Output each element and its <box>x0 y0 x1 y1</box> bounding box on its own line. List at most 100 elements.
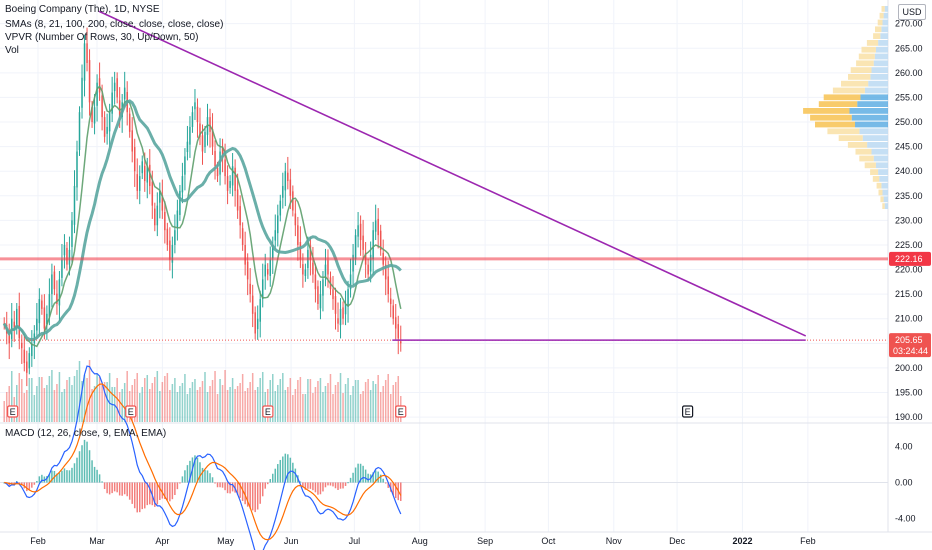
time-tick-label: May <box>217 536 235 546</box>
candle-body <box>397 324 400 339</box>
vp-row-up <box>818 101 858 107</box>
macd-histogram-bar <box>88 450 91 483</box>
candle-body <box>63 244 66 256</box>
vp-row-up <box>880 196 884 203</box>
candle-body <box>56 293 58 304</box>
volume-bar <box>191 382 194 422</box>
candle-body <box>21 342 23 349</box>
earnings-marker[interactable]: E <box>125 405 137 418</box>
macd-histogram-bar <box>294 468 297 483</box>
volume-bar <box>216 394 219 422</box>
volume-bar <box>133 379 136 422</box>
candle-body <box>171 244 174 263</box>
earnings-marker-label: E <box>265 407 271 417</box>
macd-histogram-bar <box>344 482 347 486</box>
candle-body <box>159 190 161 203</box>
vp-row-up <box>859 155 874 162</box>
volume-bar <box>246 388 249 422</box>
volume-bar <box>41 377 43 422</box>
legend-macd[interactable]: MACD (12, 26, close, 9, EMA, EMA) <box>5 428 167 439</box>
vp-row-down <box>878 40 888 46</box>
macd-histogram-bar <box>83 439 86 483</box>
vp-row-down <box>849 108 888 114</box>
vp-row-down <box>883 196 888 203</box>
candle-body <box>256 318 259 330</box>
macd-histogram-bar <box>184 470 186 483</box>
candle-body <box>224 159 226 177</box>
candle-body <box>174 230 176 245</box>
resistance-price-tag <box>889 251 931 266</box>
vp-row-down <box>871 67 888 73</box>
volume-bar <box>249 382 251 422</box>
candle-body <box>204 131 206 148</box>
price-tick-label: 240.00 <box>895 166 923 176</box>
price-tick-label: 245.00 <box>895 142 923 152</box>
volume-bar <box>352 386 354 422</box>
macd-histogram-bar <box>113 482 116 492</box>
volume-bar <box>274 391 277 422</box>
legend-sma[interactable]: SMAs (8, 21, 100, 200, close, close, clo… <box>5 19 224 30</box>
volume-bar <box>66 380 68 422</box>
candle-body <box>108 112 111 132</box>
candle-body <box>194 102 196 110</box>
legend-vpvr[interactable]: VPVR (Number Of Rows, 30, Up/Down, 50) <box>5 32 199 43</box>
macd-histogram-bar <box>169 482 171 502</box>
time-tick-label: Oct <box>541 536 556 546</box>
macd-histogram-bar <box>392 482 394 496</box>
macd-pane <box>0 365 888 550</box>
volume-bar <box>146 375 149 422</box>
vp-row-up <box>870 169 879 175</box>
macd-histogram-bar <box>382 478 384 483</box>
candle-body <box>339 308 342 326</box>
price-tick-label: 270.00 <box>895 19 923 29</box>
earnings-marker[interactable]: E <box>262 405 274 418</box>
macd-histogram-bar <box>256 482 259 510</box>
candle-body <box>48 294 51 317</box>
candle-body <box>93 107 96 124</box>
macd-histogram-bar <box>196 457 199 483</box>
macd-histogram-bar <box>299 481 302 483</box>
volume-bar <box>369 390 372 422</box>
candle-body <box>349 274 352 290</box>
volume-bar <box>282 373 284 422</box>
currency-label[interactable]: USD <box>898 4 926 20</box>
volume-bar <box>159 391 161 422</box>
macd-histogram-bar <box>166 482 169 501</box>
volume-bar <box>287 387 289 422</box>
legend-vol[interactable]: Vol <box>5 45 19 56</box>
volume-bar <box>259 378 261 422</box>
macd-histogram-bar <box>91 460 93 483</box>
candle-body <box>239 206 241 226</box>
earnings-marker[interactable]: E <box>682 405 694 418</box>
price-tick-label: 195.00 <box>895 387 923 397</box>
sma-8-line <box>3 85 402 348</box>
triangle-trendlines[interactable] <box>98 10 807 341</box>
volume-bar <box>309 379 312 422</box>
macd-histogram-bar <box>319 482 322 495</box>
volume-bar <box>28 378 31 422</box>
volume-bar <box>314 387 317 422</box>
legend-symbol[interactable]: Boeing Company (The), 1D, NYSE <box>5 4 160 15</box>
candle-body <box>144 165 146 182</box>
volume-bar <box>166 373 169 422</box>
macd-histogram-bar <box>126 482 128 497</box>
macd-histogram-bar <box>61 470 63 483</box>
earnings-marker[interactable]: E <box>7 405 19 418</box>
volume-bar <box>174 378 176 422</box>
earnings-marker[interactable]: E <box>395 405 407 418</box>
candle-body <box>249 283 251 295</box>
volume-bar <box>184 374 186 422</box>
macd-histogram-bar <box>312 482 314 491</box>
candle-body <box>282 185 284 198</box>
volume-bar <box>131 385 133 422</box>
time-tick-label: Dec <box>669 536 686 546</box>
vp-row-down <box>857 101 888 107</box>
candle-body <box>317 286 319 304</box>
candle-body <box>327 260 329 275</box>
price-tick-label: 215.00 <box>895 289 923 299</box>
macd-histogram-bar <box>261 482 264 497</box>
volume-bar <box>53 390 56 422</box>
